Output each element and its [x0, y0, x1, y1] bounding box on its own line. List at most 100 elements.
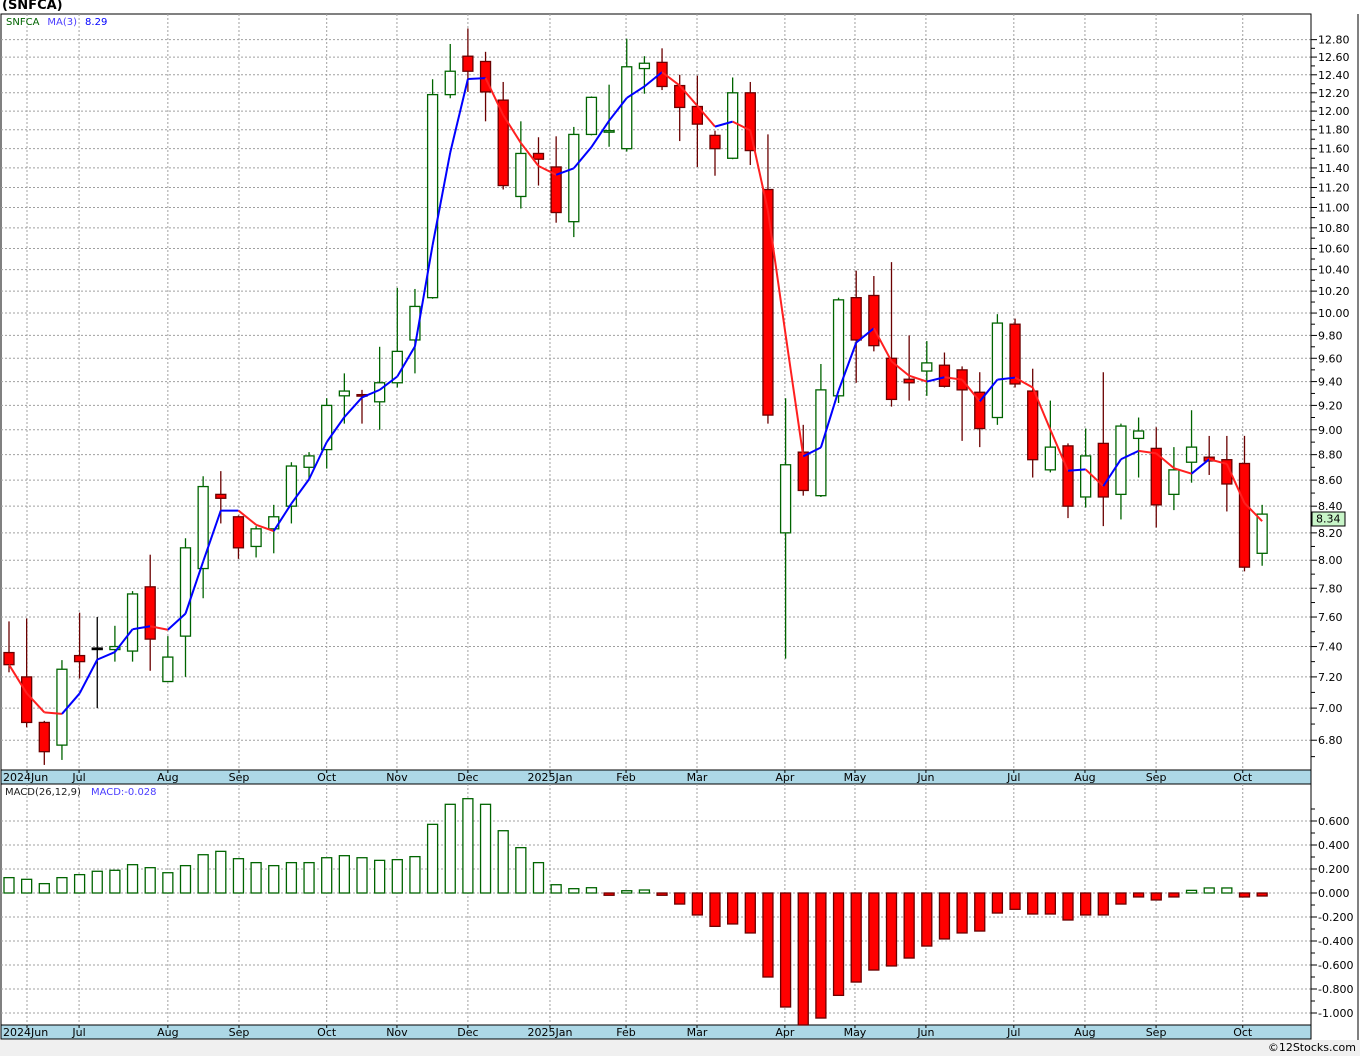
month-label-bottom: Jun	[916, 1026, 934, 1039]
candle	[568, 126, 580, 238]
ma-line-segment	[520, 142, 540, 167]
ma-line-segment	[1225, 463, 1246, 504]
ma-line-segment	[678, 84, 699, 107]
candle-body	[921, 362, 933, 372]
macd-bar	[162, 872, 174, 894]
price-tick-label: 7.00	[1318, 702, 1343, 715]
ma-line-segment	[643, 71, 663, 88]
macd-bar	[462, 798, 474, 894]
candle-body	[479, 60, 492, 93]
ma-line-segment	[626, 85, 645, 99]
candle	[727, 77, 739, 160]
candle-body	[1185, 446, 1198, 463]
macd-bar	[109, 869, 121, 894]
candle-body	[303, 455, 315, 468]
ma-line-segment	[379, 375, 398, 391]
month-label: Feb	[616, 771, 635, 784]
price-tick-label: 10.60	[1318, 243, 1350, 256]
ma-line-segment	[202, 510, 222, 562]
candle	[868, 276, 880, 352]
ma-line-segment	[696, 105, 716, 128]
candle	[1150, 427, 1162, 528]
ma-line-segment	[1049, 429, 1069, 472]
date-axis-band-bottom	[0, 1024, 1312, 1040]
candle	[850, 270, 862, 383]
ma-line-segment	[926, 376, 945, 383]
macd-bar	[850, 892, 862, 983]
macd-bar	[1238, 892, 1251, 898]
ma-line-segment	[802, 446, 822, 458]
candle	[338, 373, 351, 424]
candle-body	[1168, 469, 1180, 496]
candle-body	[585, 96, 598, 136]
month-label-bottom: Mar	[687, 1026, 708, 1039]
candle	[938, 352, 951, 388]
candle	[832, 297, 845, 404]
candle-body	[1097, 442, 1109, 498]
month-label: Mar	[687, 771, 708, 784]
candle-body	[338, 390, 351, 397]
candle	[303, 452, 315, 479]
macd-tick-label: 0.000	[1318, 887, 1350, 900]
candle-body	[885, 357, 898, 401]
macd-bar	[426, 823, 439, 894]
ma-line-segment	[1014, 376, 1034, 389]
candle	[1221, 435, 1233, 512]
macd-bar	[674, 892, 686, 905]
date-axis-band	[0, 769, 1312, 785]
price-tick-label: 12.00	[1318, 105, 1350, 118]
candle-body	[285, 465, 298, 507]
macd-bar	[956, 892, 968, 934]
month-label: Jun	[916, 771, 934, 784]
candle-body	[744, 92, 756, 152]
macd-bar	[903, 892, 915, 959]
price-tick-label: 7.40	[1318, 641, 1343, 654]
candle	[215, 471, 227, 524]
candle	[1097, 372, 1109, 527]
macd-bar	[885, 892, 898, 967]
macd-label: MACD(26,12,9)	[5, 787, 81, 798]
candle-body	[621, 66, 633, 150]
ma-line-segment	[855, 327, 875, 344]
month-label-bottom: May	[844, 1026, 867, 1039]
month-label: Nov	[386, 771, 408, 784]
macd-bar	[815, 892, 827, 1019]
macd-bar	[938, 892, 951, 940]
candle	[903, 335, 915, 401]
price-tick-label: 7.80	[1318, 582, 1343, 595]
ma-line-segment	[837, 342, 858, 392]
price-panel	[0, 13, 1312, 771]
macd-bar	[268, 864, 280, 894]
macd-bar	[1132, 892, 1145, 898]
candle	[426, 79, 439, 299]
candle-body	[1044, 446, 1056, 471]
last-price-box	[1311, 511, 1346, 527]
price-tick-label: 11.00	[1318, 201, 1350, 214]
macd-bar	[3, 876, 15, 894]
price-tick-label: 12.40	[1318, 69, 1350, 82]
macd-bar	[444, 803, 456, 894]
price-legend: SNFCA MA(3) 8.29	[6, 17, 107, 28]
candle-body	[1009, 323, 1021, 385]
macd-bar	[1221, 887, 1233, 894]
ma-line-segment	[467, 77, 486, 80]
ma-line-segment	[661, 71, 681, 87]
candle	[779, 398, 792, 659]
ma-line-segment	[290, 478, 310, 505]
candle-body	[603, 130, 615, 133]
price-tick-label: 12.20	[1318, 87, 1350, 100]
macd-tick-label: -0.600	[1318, 959, 1353, 972]
ma-line-segment	[502, 114, 522, 144]
candle-body	[126, 593, 139, 652]
ma-line-segment	[132, 625, 151, 631]
macd-bar	[603, 892, 615, 896]
ma-line-segment	[890, 360, 910, 377]
macd-bar	[1097, 892, 1109, 916]
candle-body	[1150, 447, 1162, 506]
ma-line-segment	[997, 376, 1016, 381]
macd-bar	[709, 892, 721, 928]
ma-line-segment	[78, 659, 99, 694]
macd-bar	[568, 888, 580, 894]
price-tick-label: 12.80	[1318, 34, 1350, 47]
